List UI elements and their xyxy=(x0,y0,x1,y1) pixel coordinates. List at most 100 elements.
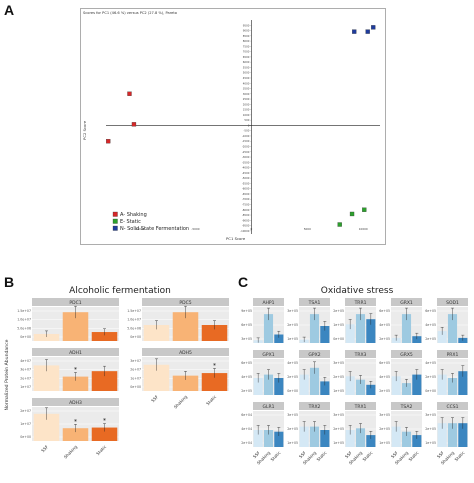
facet-tick-label: 1e+05 xyxy=(333,323,344,327)
facet-ahp1: AHP1 9e+05 6e+05 3e+05 xyxy=(241,298,284,343)
facet-trr1: TRR1 2e+05 1e+05 0e+00 xyxy=(333,298,376,343)
pca-ytick-label: 2500 xyxy=(243,97,250,101)
facet-tick-label: 2e+05 xyxy=(379,389,390,393)
oxidative-xlabel: Static xyxy=(362,450,374,462)
facet-sod1: SOD1 6e+05 4e+05 2e+05 xyxy=(425,298,468,343)
pca-ytick-label: 4000 xyxy=(243,81,250,85)
facet-bar xyxy=(366,319,376,343)
facet-strip xyxy=(345,350,376,358)
pca-point xyxy=(349,211,355,217)
facet-tick-label: 1e+05 xyxy=(379,441,390,445)
pca-ytick-label: -1500 xyxy=(242,139,250,143)
facet-tick-label: 6e+05 xyxy=(425,309,436,313)
facet-tick-label: 4e+05 xyxy=(425,323,436,327)
facet-tick-label: 2e+07 xyxy=(20,409,31,413)
facet-strip-label: SOD1 xyxy=(446,300,459,306)
pca-point xyxy=(337,222,342,227)
pca-ytick-label: 9000 xyxy=(243,29,250,33)
facet-tsa1: TSA1 3e+05 2e+05 1e+05 xyxy=(287,298,330,343)
facet-strip xyxy=(32,348,119,356)
pca-ytick-label: -5500 xyxy=(242,181,250,185)
facet-bar xyxy=(91,332,118,341)
facet-tick-label: 3e+05 xyxy=(287,413,298,417)
facet-bar xyxy=(62,428,89,441)
pca-point xyxy=(106,139,111,144)
facet-bar xyxy=(447,378,458,395)
facet-tick-label: 3e+05 xyxy=(333,413,344,417)
oxidative-xlabel: SSF xyxy=(253,450,261,459)
pca-ytick-label: 5000 xyxy=(243,71,250,75)
facet-bar xyxy=(274,378,284,395)
pca-xtick-label: 10000 xyxy=(359,227,368,231)
pca-point xyxy=(352,29,357,34)
pca-ytick-label: -6000 xyxy=(242,187,250,191)
facet-strip xyxy=(391,402,422,410)
facet-strip-label: CCS1 xyxy=(446,404,458,410)
facet-tick-label: 9e+05 xyxy=(241,309,252,313)
facet-tick-label: 2e+04 xyxy=(241,441,252,445)
pca-legend-label: N- Solid State Fermentation xyxy=(120,226,189,232)
facet-tick-label: 1.0e+07 xyxy=(17,318,31,322)
facet-tick-label: 2e+05 xyxy=(333,375,344,379)
pca-ytick-label: -8500 xyxy=(242,213,250,217)
pca-point xyxy=(127,91,132,96)
pca-ytick-label: 3500 xyxy=(243,87,250,91)
facet-tick-label: 3e+05 xyxy=(241,337,252,341)
facet-tick-label: 2e+05 xyxy=(425,337,436,341)
facet-tick-label: 4e+05 xyxy=(241,375,252,379)
facet-bar xyxy=(33,333,60,341)
pca-legend-swatch xyxy=(112,218,118,224)
pca-ytick-label: 4500 xyxy=(243,76,250,80)
facet-strip xyxy=(391,350,422,358)
facet-bar xyxy=(253,378,263,395)
facet-strip-label: GPX2 xyxy=(308,352,320,358)
facet-bar xyxy=(401,431,412,447)
pca-ytick-label: -2000 xyxy=(242,145,250,149)
facet-adh3: ADH3 2e+07 1e+07 0e+00 * * xyxy=(20,398,119,441)
facet-tick-label: 3e+05 xyxy=(379,413,390,417)
facet-strip-label: GRX1 xyxy=(400,300,413,306)
pca-xtick-label: -10000 xyxy=(135,227,145,231)
pca-point xyxy=(362,207,367,212)
facet-strip-label: PDC1 xyxy=(69,300,81,306)
facet-strip xyxy=(142,348,229,356)
facet-bar xyxy=(263,314,274,343)
facet-bar xyxy=(355,379,366,395)
facet-tick-label: 3e+07 xyxy=(130,359,141,363)
pca-ytick-label: -3000 xyxy=(242,155,250,159)
pca-frame xyxy=(80,8,386,245)
facet-bar xyxy=(320,381,330,395)
facet-bar xyxy=(437,423,447,447)
facet-bar xyxy=(345,324,355,343)
facet-bar xyxy=(391,376,401,395)
facet-gpx1: GPX1 6e+05 4e+05 2e+05 xyxy=(241,350,284,395)
facet-strip xyxy=(345,402,376,410)
pca-legend-swatch xyxy=(112,225,118,231)
pca-xtick-label: 5000 xyxy=(304,227,311,231)
pca-point xyxy=(365,29,370,34)
facet-glr1: GLR1 6e+04 4e+04 2e+04 xyxy=(241,402,284,447)
facet-tick-label: 1e+05 xyxy=(333,441,344,445)
facet-significance: * xyxy=(74,418,77,425)
facet-tick-label: 1e+05 xyxy=(425,441,436,445)
pca-xlabel: PC1 Score xyxy=(226,236,246,241)
pca-ytick-label: -8000 xyxy=(242,208,250,212)
facet-tick-label: 0e+00 xyxy=(130,335,141,339)
facet-significance: * xyxy=(213,362,216,369)
pca-ytick-label: 5500 xyxy=(243,65,250,69)
facet-bar xyxy=(274,334,284,343)
facet-bar xyxy=(309,314,320,343)
facet-tick-label: 6e+05 xyxy=(241,361,252,365)
facet-bar xyxy=(299,426,309,447)
oxidative-xlabel: SSF xyxy=(437,450,445,459)
facet-tick-label: 2e+07 xyxy=(130,368,141,372)
facet-grx1: GRX1 6e+05 4e+05 2e+05 xyxy=(379,298,422,343)
facet-pdc1: PDC1 1.5e+07 1.0e+07 5.0e+06 0e+00 xyxy=(17,298,119,341)
facet-tick-label: 2e+05 xyxy=(333,309,344,313)
facet-tick-label: 4e+05 xyxy=(287,361,298,365)
pca-point xyxy=(131,122,137,127)
facet-tick-label: 4e+07 xyxy=(20,359,31,363)
